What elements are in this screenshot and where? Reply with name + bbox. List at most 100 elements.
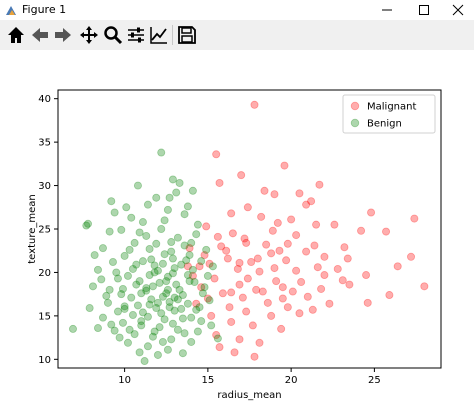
legend-marker-benign — [350, 118, 360, 128]
y-tick-label: 40 — [38, 94, 51, 105]
point-malignant — [227, 317, 236, 326]
point-malignant — [235, 335, 244, 344]
point-benign — [178, 291, 187, 300]
legend-marker-malignant — [350, 101, 360, 111]
point-malignant — [252, 285, 261, 294]
point-malignant — [407, 252, 416, 261]
point-malignant — [183, 262, 192, 271]
point-malignant — [308, 305, 317, 314]
point-benign — [127, 213, 136, 222]
point-benign — [163, 205, 172, 214]
point-benign — [188, 265, 197, 274]
point-malignant — [292, 266, 301, 275]
point-benign — [110, 208, 119, 217]
point-benign — [98, 244, 107, 253]
point-malignant — [262, 240, 271, 249]
point-malignant — [420, 282, 429, 291]
point-malignant — [288, 287, 297, 296]
point-malignant — [218, 289, 227, 298]
point-benign — [98, 313, 107, 322]
point-benign — [182, 256, 191, 265]
point-malignant — [280, 161, 289, 170]
point-benign — [197, 317, 206, 326]
minimize-button[interactable] — [365, 0, 409, 20]
figure-canvas[interactable]: 10 15 20 25 10 15 20 25 30 35 40 radius_mean texture… — [0, 50, 474, 401]
point-malignant — [217, 242, 226, 251]
point-malignant — [195, 262, 204, 271]
point-malignant — [192, 299, 201, 308]
point-benign — [192, 230, 201, 239]
point-benign — [177, 260, 186, 269]
y-tick-label: 20 — [38, 268, 51, 279]
point-benign — [208, 262, 217, 271]
forward-icon — [55, 28, 71, 42]
point-benign — [180, 241, 189, 250]
maximize-button[interactable] — [402, 0, 446, 20]
point-malignant — [247, 258, 256, 267]
point-benign — [168, 319, 177, 328]
close-button[interactable] — [436, 0, 474, 20]
point-malignant — [212, 330, 221, 339]
point-benign — [137, 289, 146, 298]
point-benign — [170, 264, 179, 273]
point-benign — [167, 238, 176, 247]
y-tick-label: 10 — [38, 355, 51, 366]
point-benign — [187, 238, 196, 247]
point-benign — [183, 299, 192, 308]
point-benign — [183, 271, 192, 280]
point-malignant — [310, 241, 319, 250]
point-benign — [170, 293, 179, 302]
point-benign — [158, 337, 167, 346]
save-button[interactable] — [177, 25, 199, 47]
point-benign — [110, 326, 119, 335]
point-benign — [138, 257, 147, 266]
point-benign — [153, 266, 162, 275]
x-axis-label: radius_mean — [217, 390, 281, 401]
y-axis-label: texture_mean — [27, 194, 38, 263]
point-malignant — [268, 226, 277, 235]
point-benign — [103, 298, 112, 307]
point-malignant — [282, 256, 291, 265]
point-benign — [185, 277, 194, 286]
forward-button[interactable] — [53, 25, 75, 47]
y-tick-label: 30 — [38, 181, 51, 192]
point-malignant — [283, 239, 292, 248]
point-benign — [150, 261, 159, 270]
point-malignant — [297, 277, 306, 286]
point-benign — [158, 259, 167, 268]
zoom-button[interactable] — [103, 25, 125, 47]
pan-button[interactable] — [79, 25, 101, 47]
point-malignant — [303, 292, 312, 301]
point-benign — [135, 228, 144, 237]
point-malignant — [312, 220, 321, 229]
point-benign — [123, 271, 132, 280]
app-icon — [6, 6, 16, 15]
point-malignant — [325, 299, 334, 308]
point-benign — [200, 283, 209, 292]
pan-icon — [80, 26, 98, 44]
minimize-icon — [382, 9, 392, 11]
point-malignant — [320, 252, 329, 261]
point-benign — [197, 257, 206, 266]
point-malignant — [207, 311, 216, 320]
zoom-icon — [104, 26, 123, 45]
toolbar-separator — [172, 25, 173, 45]
point-benign — [173, 295, 182, 304]
edit-axis-button[interactable] — [149, 25, 171, 47]
point-benign — [123, 338, 132, 347]
scatter-plot: 10 15 20 25 10 15 20 25 30 35 40 radius_mean texture… — [27, 89, 442, 401]
home-button[interactable] — [6, 25, 28, 47]
point-malignant — [410, 214, 419, 223]
point-benign — [150, 268, 159, 277]
point-benign — [127, 293, 136, 302]
point-benign — [147, 295, 156, 304]
point-malignant — [202, 222, 211, 231]
configure-subplots-button[interactable] — [126, 25, 148, 47]
point-malignant — [210, 274, 219, 283]
point-benign — [187, 313, 196, 322]
close-icon — [452, 4, 464, 16]
back-button[interactable] — [30, 25, 52, 47]
configure-subplots-icon — [128, 27, 144, 43]
point-benign — [82, 221, 91, 230]
point-benign — [165, 193, 174, 202]
